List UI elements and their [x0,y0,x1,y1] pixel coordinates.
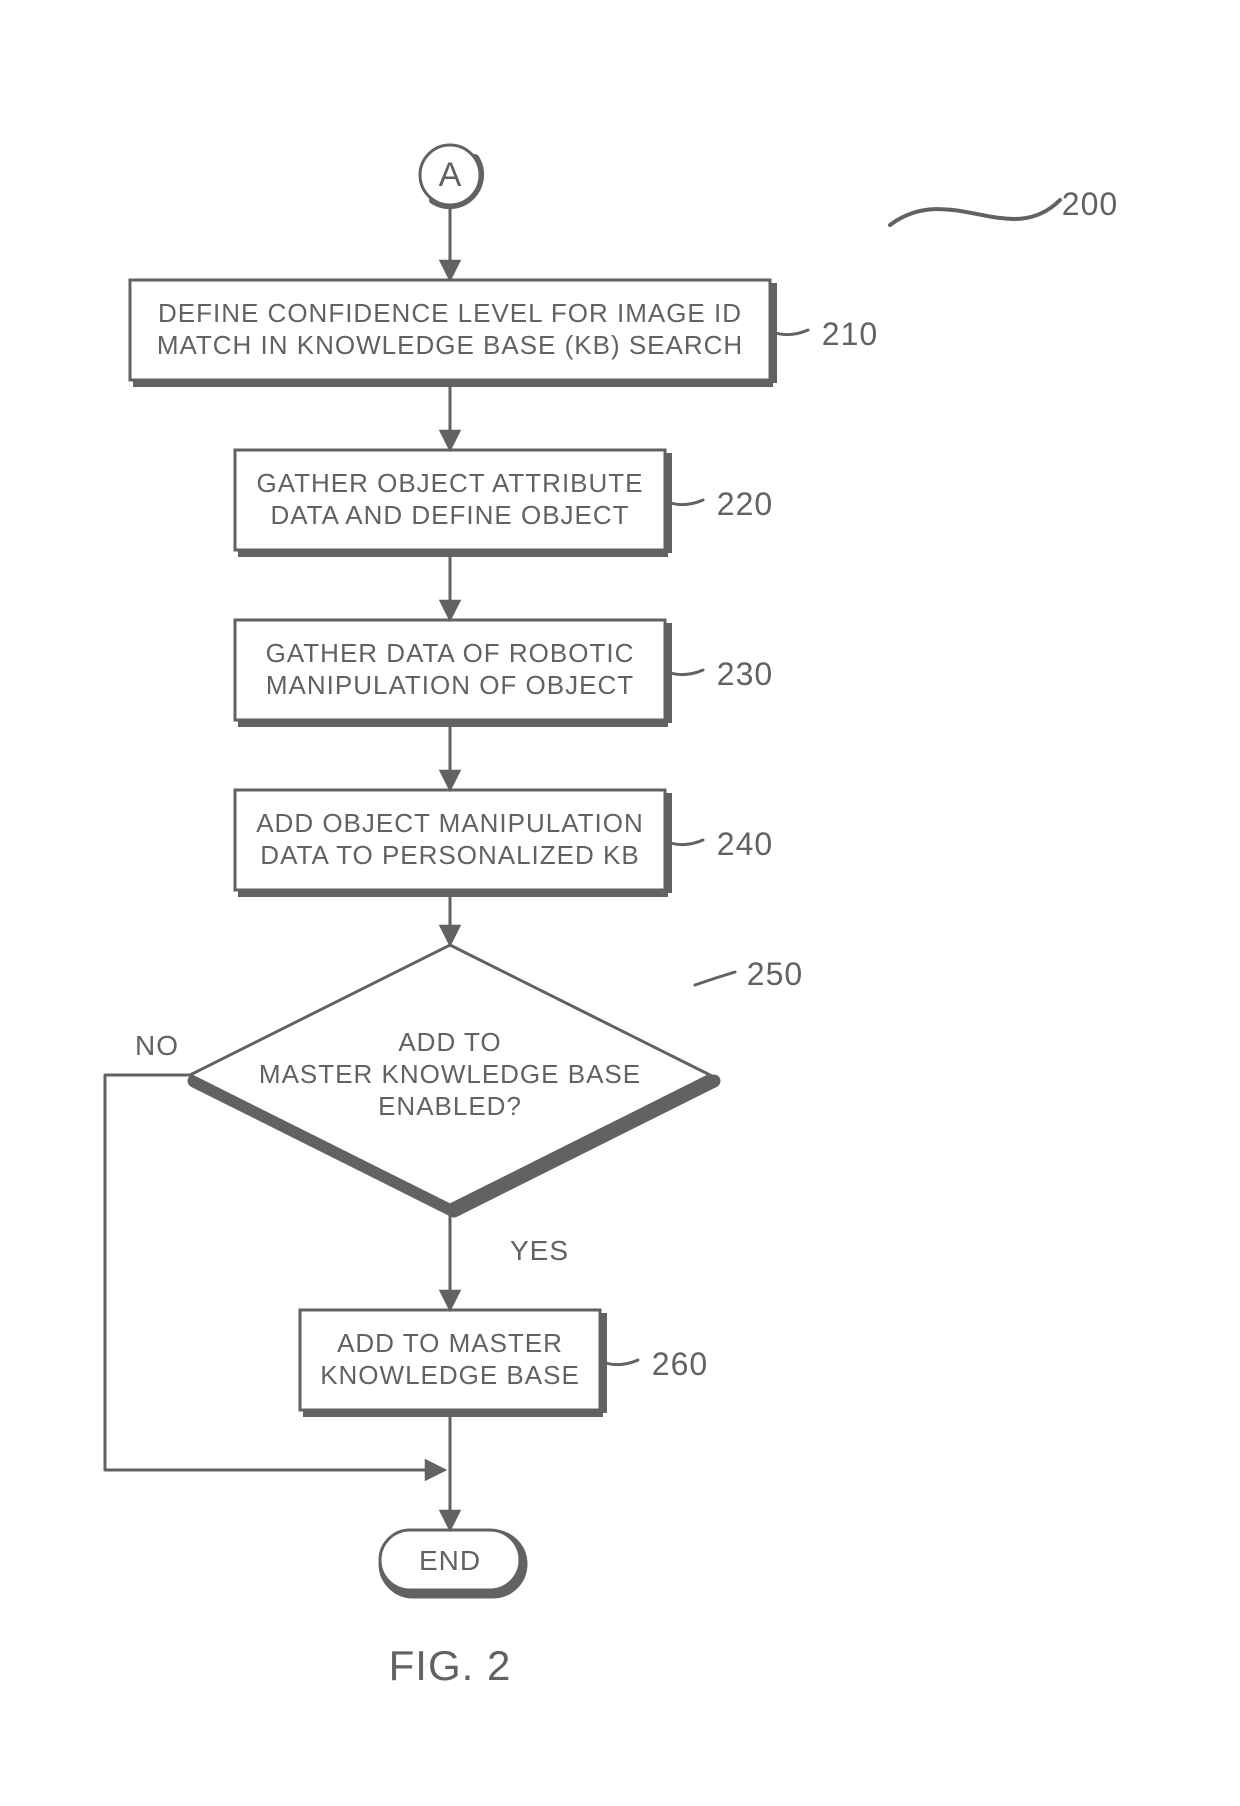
n220-ref: 220 [717,486,773,522]
n260-tick [602,1360,638,1365]
svg-text:ENABLED?: ENABLED? [378,1091,522,1121]
svg-text:ADD TO: ADD TO [398,1027,501,1057]
svg-text:KNOWLEDGE BASE: KNOWLEDGE BASE [320,1360,580,1390]
edge-label-yes: YES [510,1235,569,1266]
svg-text:ADD TO MASTER: ADD TO MASTER [337,1328,563,1358]
svg-text:MATCH IN KNOWLEDGE BASE (KB) S: MATCH IN KNOWLEDGE BASE (KB) SEARCH [157,330,743,360]
svg-text:MANIPULATION OF OBJECT: MANIPULATION OF OBJECT [266,670,634,700]
figure-caption: FIG. 2 [389,1642,512,1689]
svg-text:MASTER KNOWLEDGE BASE: MASTER KNOWLEDGE BASE [259,1059,641,1089]
flowchart-figure: A 200 DEFINE CONFIDENCE LEVEL FOR IMAGE ID… [0,0,1240,1806]
n210-ref: 210 [822,316,878,352]
connector-a-label: A [439,156,462,194]
n240-tick [667,840,703,845]
n260-ref: 260 [652,1346,708,1382]
svg-text:GATHER DATA OF ROBOTIC: GATHER DATA OF ROBOTIC [266,638,635,668]
n240-ref: 240 [717,826,773,862]
end-label: END [419,1545,481,1576]
edge-label-no: NO [135,1030,179,1061]
svg-text:GATHER OBJECT ATTRIBUTE: GATHER OBJECT ATTRIBUTE [256,468,643,498]
svg-text:DATA AND DEFINE OBJECT: DATA AND DEFINE OBJECT [270,500,629,530]
decision-tick [695,972,735,985]
figure-ref-200: 200 [1062,186,1118,222]
decision-ref: 250 [747,956,803,992]
n230-tick [667,670,703,675]
svg-text:DEFINE CONFIDENCE LEVEL FOR IM: DEFINE CONFIDENCE LEVEL FOR IMAGE ID [158,298,742,328]
figure-ref-swoosh [890,200,1060,225]
svg-text:DATA TO PERSONALIZED KB: DATA TO PERSONALIZED KB [260,840,639,870]
n220-tick [667,500,703,505]
svg-text:ADD OBJECT MANIPULATION: ADD OBJECT MANIPULATION [256,808,644,838]
n210-tick [772,330,808,335]
n230-ref: 230 [717,656,773,692]
